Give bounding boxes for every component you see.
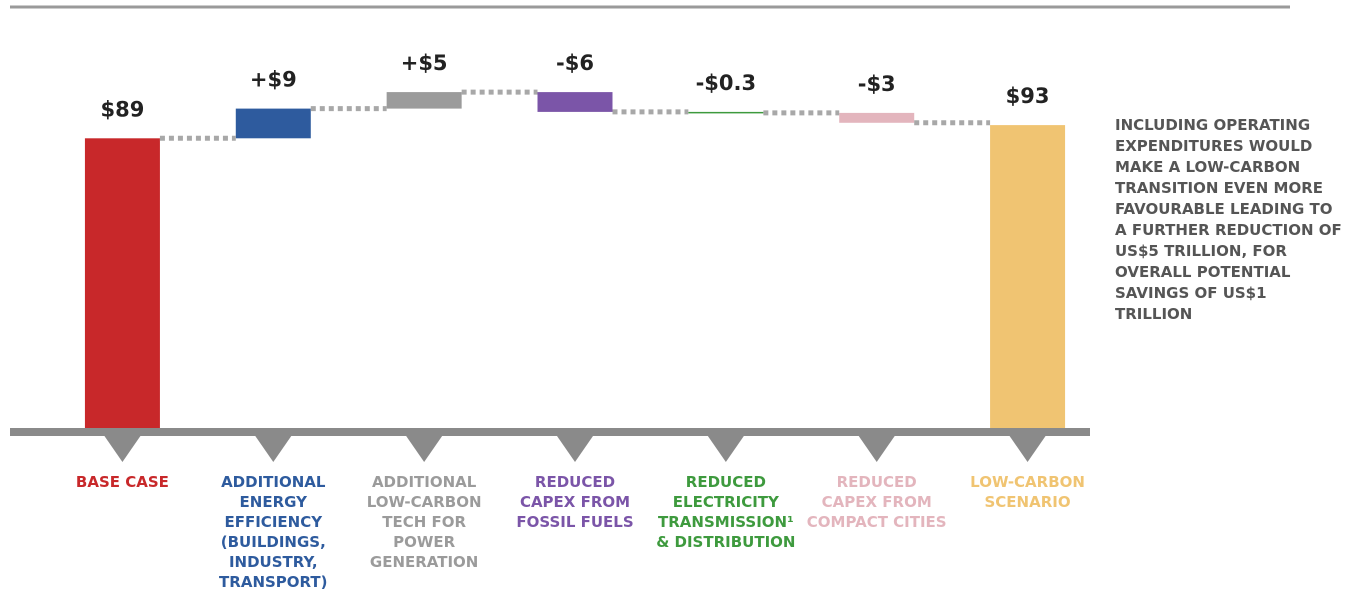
- value-label: -$6: [556, 51, 594, 75]
- pointer: [1009, 436, 1046, 462]
- category-label: ADDITIONAL LOW-CARBON TECH FOR POWER GEN…: [366, 473, 482, 571]
- baseline: [10, 428, 1090, 436]
- value-label: +$5: [401, 51, 448, 75]
- value-label: $93: [1006, 84, 1050, 108]
- bar: [386, 92, 462, 109]
- annotation: INCLUDING OPERATING EXPENDITURES WOULD M…: [1115, 116, 1342, 323]
- bar: [84, 138, 160, 433]
- pointer: [104, 436, 141, 462]
- category-label: LOW-CARBON SCENARIO: [970, 473, 1085, 511]
- pointer: [406, 436, 443, 462]
- category-label: REDUCED CAPEX FROM COMPACT CITIES: [806, 473, 947, 531]
- category-label: REDUCED CAPEX FROM FOSSIL FUELS: [516, 473, 634, 531]
- category-label: REDUCED ELECTRICITY TRANSMISSION¹ & DIST…: [656, 473, 796, 551]
- bar: [990, 125, 1066, 432]
- bar: [688, 111, 764, 114]
- category-label: ADDITIONAL ENERGY EFFICIENCY (BUILDINGS,…: [219, 473, 328, 591]
- pointer: [707, 436, 744, 462]
- value-label: +$9: [250, 68, 297, 92]
- pointer: [255, 436, 292, 462]
- pointer: [557, 436, 593, 462]
- value-label: $89: [101, 97, 145, 121]
- value-label: -$3: [858, 72, 896, 96]
- bar: [537, 92, 613, 112]
- category-label: BASE CASE: [75, 473, 169, 491]
- value-label: -$0.3: [696, 71, 757, 95]
- bar: [839, 112, 915, 123]
- bar: [235, 108, 311, 139]
- pointer: [858, 436, 895, 462]
